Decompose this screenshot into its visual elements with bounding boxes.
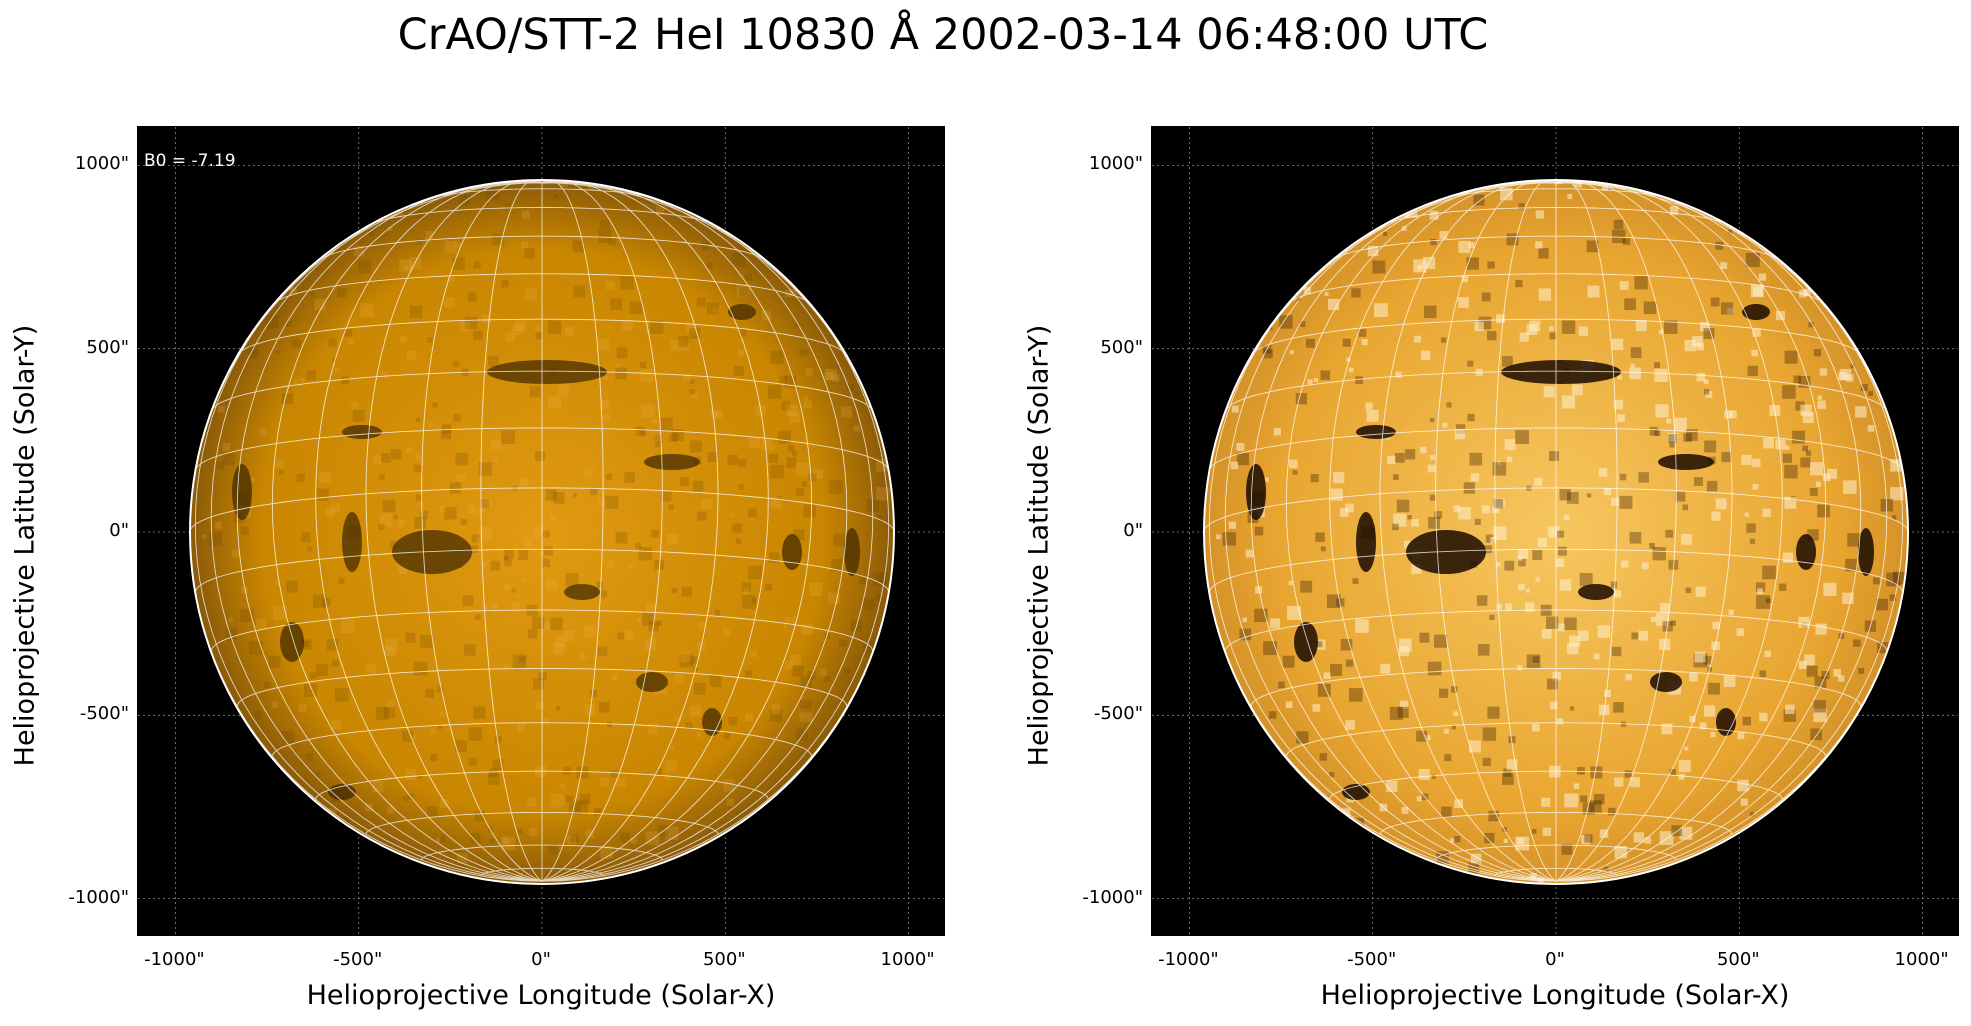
x-axis-label-left: Helioprojective Longitude (Solar-X) (306, 980, 776, 1011)
y-tick-label: -500" (1093, 703, 1143, 725)
x-axis-label-right: Helioprojective Longitude (Solar-X) (1320, 980, 1790, 1011)
x-tick-label: -1000" (144, 949, 205, 970)
y-tick-label: -1000" (68, 886, 129, 908)
x-tick-label: 1000" (880, 949, 935, 970)
figure-title: CrAO/STT-2 HeI 10830 Å 2002-03-14 06:48:… (397, 10, 1489, 60)
x-tick-label: -500" (333, 949, 383, 970)
x-tick-label: 0" (1545, 949, 1565, 970)
x-tick-label: 500" (702, 949, 746, 970)
y-tick-label: 1000" (1088, 153, 1143, 175)
solar-limb (189, 179, 895, 885)
y-tick-label: 500" (1100, 336, 1143, 358)
y-tick-label: -500" (79, 703, 129, 725)
y-tick-label: 0" (1123, 520, 1143, 541)
solar-image-panel-left: B0 = -7.19 (137, 126, 945, 936)
y-tick-label: -1000" (1082, 886, 1143, 908)
solar-disk-image-left (138, 127, 944, 935)
y-tick-label: 1000" (74, 153, 129, 175)
x-tick-label: 500" (1716, 949, 1760, 970)
x-tick-label: -1000" (1158, 949, 1219, 970)
x-tick-label: 1000" (1894, 949, 1949, 970)
solar-disk-image-right (1152, 127, 1958, 935)
y-axis-label-right: Helioprojective Latitude (Solar-Y) (1023, 324, 1055, 767)
x-tick-label: -500" (1347, 949, 1397, 970)
y-tick-label: 500" (86, 336, 129, 358)
x-tick-label: 0" (531, 949, 551, 970)
y-axis-label-left: Helioprojective Latitude (Solar-Y) (9, 324, 41, 767)
solar-image-panel-right (1151, 126, 1959, 936)
b0-annotation: B0 = -7.19 (144, 151, 236, 171)
solar-limb (1203, 179, 1909, 885)
y-tick-label: 0" (109, 520, 129, 541)
